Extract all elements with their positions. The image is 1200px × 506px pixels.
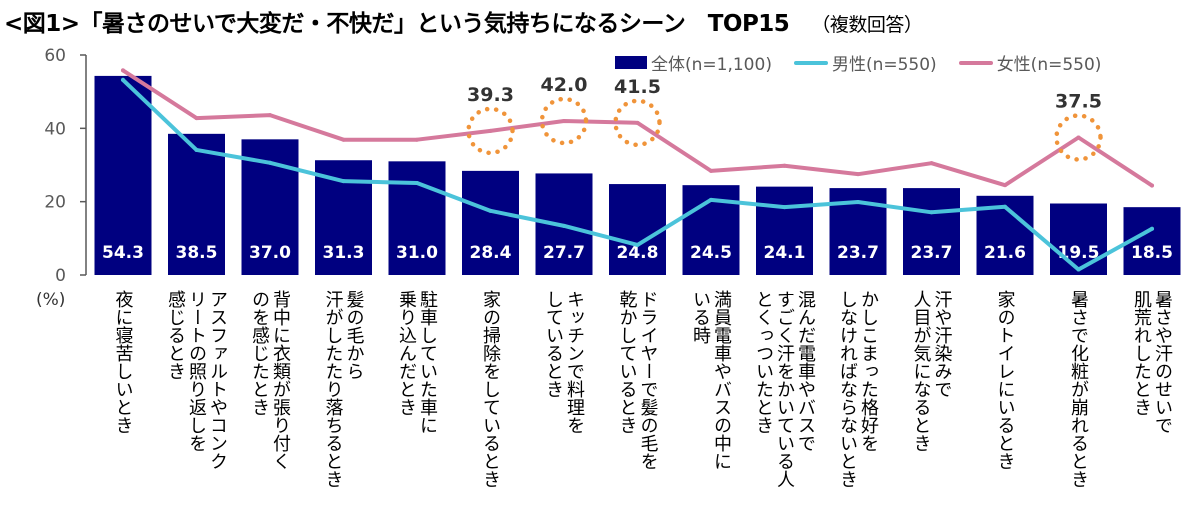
female-point-9 (709, 168, 713, 173)
x-category-label: 家のトイレにいるとき (994, 290, 1016, 470)
male-point-6 (488, 208, 493, 213)
x-category-label: 夜に寝苦しいとき (112, 290, 134, 434)
bar-value-label: 27.7 (543, 243, 585, 263)
bar-total-2 (168, 133, 225, 275)
female-point-4 (341, 137, 346, 142)
x-category-label: キッチンで料理を しているとき (543, 290, 585, 434)
x-category-label: 駐車していた車に 乗り込んだとき (396, 290, 438, 434)
female-point-3 (268, 113, 272, 118)
y-tick-label: 20 (44, 193, 66, 213)
x-category-label: 髪の毛から 汗がしたたり落ちるとき (322, 290, 365, 488)
female-point-8 (635, 120, 640, 125)
bar-total-6 (462, 170, 519, 275)
x-category-label: 暑さや汗のせいで 肌荒れしたとき (1131, 290, 1173, 434)
legend-item-female: 女性(n=550) (958, 50, 1102, 75)
chart-title: <図1>「暑さのせいで大変だ・不快だ」という気持ちになるシーン TOP15 （複数… (4, 4, 923, 38)
y-axis-unit-label: (%) (36, 290, 66, 310)
bar-value-label: 31.3 (323, 243, 365, 263)
annotation-value-label: 37.5 (1055, 91, 1102, 113)
male-point-2 (194, 147, 199, 152)
legend: 全体(n=1,100) 男性(n=550) 女性(n=550) (615, 50, 1101, 75)
y-tick-label: 0 (55, 266, 66, 286)
female-point-1 (121, 68, 125, 73)
x-category-label: ドライヤーで髪の毛を 乾かしているとき (616, 290, 659, 470)
x-category-label: かしこまった格好を しなければならないとき (837, 290, 879, 488)
male-point-3 (268, 160, 272, 165)
female-point-15 (1150, 183, 1154, 188)
chart-subtitle: （複数回答） (811, 14, 923, 36)
y-tick-label: 60 (44, 46, 66, 66)
annotation-value-label: 39.3 (467, 84, 514, 106)
female-point-5 (415, 137, 419, 142)
bar-total-8 (609, 184, 666, 275)
female-point-2 (194, 116, 199, 121)
male-point-11 (856, 200, 860, 205)
male-point-14 (1076, 267, 1081, 272)
male-point-12 (929, 210, 934, 215)
bar-value-label: 54.3 (102, 243, 144, 263)
female-point-11 (856, 172, 860, 177)
x-category-label: 暑さで化粧が崩れるとき (1068, 290, 1089, 488)
x-category-label: 混んだ電車やバスで すごく汗をかいている人 とくっついたとき (753, 290, 816, 488)
x-category-label: アスファルトやコンク リートの照り返しを 感じるとき (165, 290, 228, 470)
chart-title-text: <図1>「暑さのせいで大変だ・不快だ」という気持ちになるシーン TOP15 (4, 11, 790, 37)
male-point-1 (121, 77, 125, 82)
annotation-value-label: 42.0 (541, 74, 588, 96)
bar-value-label: 24.8 (617, 243, 659, 263)
female-point-14 (1076, 135, 1081, 140)
bar-value-label: 23.7 (911, 243, 953, 263)
male-point-4 (341, 179, 346, 184)
male-point-13 (1003, 204, 1007, 209)
legend-swatch-total (615, 56, 647, 69)
male-point-9 (709, 197, 713, 202)
bar-value-label: 21.6 (984, 243, 1026, 263)
bar-value-label: 24.5 (690, 243, 732, 263)
legend-swatch-male (793, 60, 828, 65)
annotation-value-label: 41.5 (614, 76, 661, 98)
female-point-10 (782, 163, 787, 168)
legend-label-male: 男性(n=550) (831, 55, 937, 75)
bar-value-label: 18.5 (1131, 243, 1173, 263)
male-point-8 (635, 242, 640, 247)
bar-value-label: 38.5 (176, 243, 218, 263)
bar-value-label: 23.7 (837, 243, 879, 263)
y-tick-label: 40 (44, 119, 66, 139)
annotation-highlight-circle (539, 96, 589, 146)
bar-value-label: 37.0 (249, 243, 291, 263)
female-point-12 (929, 161, 934, 166)
x-category-label: 汗や汗染みで 人目が気になるとき (910, 290, 953, 452)
female-point-13 (1003, 183, 1007, 188)
bar-total-14 (1050, 203, 1107, 275)
annotation-highlight-circle (1054, 113, 1103, 162)
bar-total-10 (756, 186, 813, 275)
legend-label-total: 全体(n=1,100) (651, 55, 772, 75)
legend-swatch-female (958, 60, 993, 65)
x-category-label: 家の掃除をしているとき (480, 290, 501, 488)
bar-total-12 (903, 188, 960, 275)
female-point-7 (562, 119, 566, 123)
annotation-highlight-circle (613, 98, 662, 148)
legend-item-total: 全体(n=1,100) (615, 50, 772, 75)
male-point-5 (415, 180, 419, 185)
x-category-label: 背中に衣類が張り付く のを感じたとき (249, 290, 291, 470)
female-point-6 (488, 128, 493, 133)
legend-item-male: 男性(n=550) (793, 50, 937, 75)
annotation-highlight-circle (466, 106, 515, 156)
male-point-15 (1150, 226, 1154, 231)
bar-total-5 (388, 161, 446, 275)
bar-value-label: 24.1 (764, 243, 806, 263)
x-category-label: 満員電車やバスの中に いる時 (690, 290, 732, 470)
legend-label-female: 女性(n=550) (996, 55, 1102, 75)
male-point-10 (782, 205, 787, 210)
bar-value-label: 28.4 (470, 243, 512, 263)
bar-value-label: 31.0 (396, 243, 438, 263)
bar-total-1 (94, 75, 152, 276)
male-point-7 (562, 223, 566, 228)
